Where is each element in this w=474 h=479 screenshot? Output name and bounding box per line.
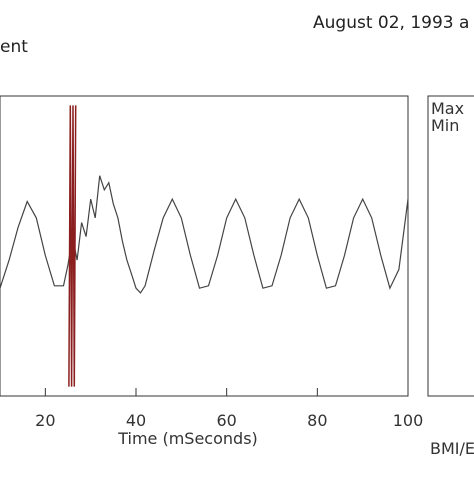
date-text: August 02, 1993 a — [313, 13, 469, 33]
series-line-1 — [0, 175, 409, 294]
side-panel — [427, 95, 474, 397]
x-tick-label: 60 — [216, 411, 236, 430]
x-tick-label: 80 — [307, 411, 327, 430]
x-tick-label: 100 — [393, 411, 424, 430]
plot-frame — [0, 95, 409, 397]
side-panel-footer-label: BMI/E — [430, 439, 474, 458]
x-tick-label: 40 — [126, 411, 146, 430]
series-layer — [0, 105, 409, 387]
side-panel-min-label: Min — [431, 116, 459, 135]
x-axis-label: Time (mSeconds) — [117, 429, 258, 448]
x-tick-label: 20 — [35, 411, 55, 430]
x-axis-ticks: 20 40 60 80 100 — [35, 388, 423, 430]
side-panel-max-label: Max — [431, 99, 464, 118]
series-line-2 — [68, 105, 77, 387]
panel-title-fragment: ent — [0, 37, 28, 57]
